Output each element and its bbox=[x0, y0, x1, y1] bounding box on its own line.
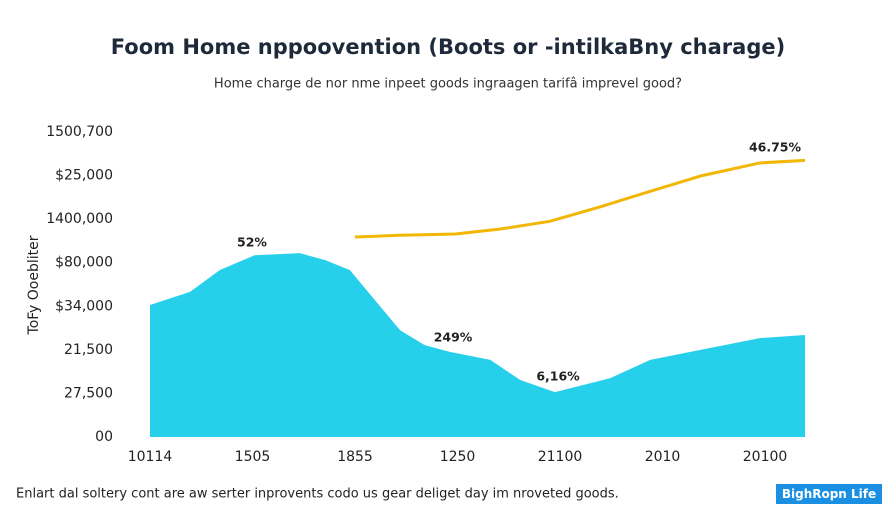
y-tick-label: $25,000 bbox=[55, 168, 113, 184]
y-tick-label: 00 bbox=[95, 429, 113, 445]
x-tick-label: 1250 bbox=[440, 449, 476, 465]
y-axis-label: ToFy Ooebliter bbox=[26, 235, 42, 335]
y-tick-label: 1400,000 bbox=[46, 211, 113, 227]
y-tick-label: 21,500 bbox=[64, 342, 113, 358]
x-tick-label: 1505 bbox=[235, 449, 271, 465]
y-tick-label: 1500,700 bbox=[46, 124, 113, 140]
annotation: 52% bbox=[237, 235, 267, 250]
annotation: 46.75% bbox=[749, 140, 802, 155]
y-tick-label: 27,500 bbox=[64, 385, 113, 401]
x-tick-label: 2010 bbox=[645, 449, 681, 465]
badge: BighRopn Life bbox=[782, 487, 876, 501]
x-tick-label: 10114 bbox=[128, 449, 173, 465]
x-tick-label: 21100 bbox=[538, 449, 583, 465]
area bbox=[150, 253, 805, 437]
annotation: 6,16% bbox=[536, 369, 580, 384]
annotation: 249% bbox=[434, 330, 473, 345]
x-tick-label: 1855 bbox=[337, 449, 373, 465]
chart-title: Foom Home nppoovention (Boots or -intilk… bbox=[111, 35, 785, 59]
badge-background bbox=[776, 484, 882, 504]
y-tick-label: $34,000 bbox=[55, 298, 113, 314]
chart-subtitle: Home charge de nor nme inpeet goods ingr… bbox=[214, 77, 682, 92]
plot-area bbox=[150, 158, 806, 437]
line bbox=[354, 158, 806, 239]
x-tick-label: 20100 bbox=[743, 449, 788, 465]
footer-note: Enlart dal soltery cont are aw serter in… bbox=[16, 487, 619, 502]
y-tick-label: $80,000 bbox=[55, 255, 113, 271]
